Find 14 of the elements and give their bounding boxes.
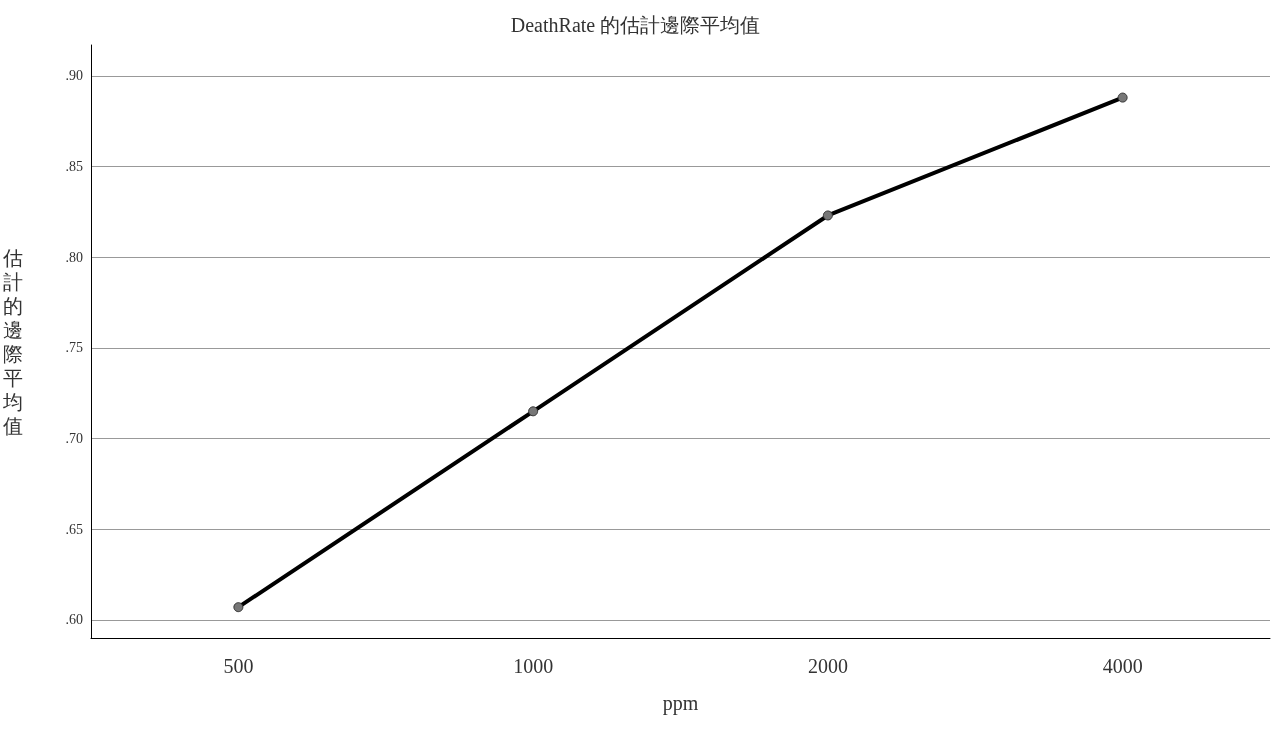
x-tick-label: 500 <box>223 655 254 677</box>
y-tick-label: .90 <box>65 68 83 84</box>
x-tick-label: 1000 <box>513 655 554 677</box>
y-tick-label: .70 <box>65 431 83 447</box>
y-tick-label: .65 <box>65 521 83 537</box>
y-tick-label: .60 <box>65 612 83 628</box>
x-tick-label: 2000 <box>807 655 848 677</box>
x-tick-label: 4000 <box>1102 655 1143 677</box>
chart-title: DeathRate 的估計邊際平均值 <box>510 14 761 36</box>
y-tick-label: .85 <box>65 159 83 174</box>
y-tick-label: .75 <box>65 340 83 356</box>
y-axis-title: 估計的邊際平均值 <box>2 246 23 437</box>
x-axis-title: ppm <box>662 692 699 715</box>
y-tick-label: .80 <box>65 249 83 265</box>
